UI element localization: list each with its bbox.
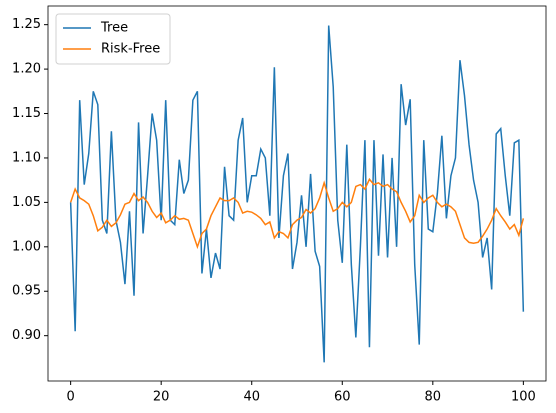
y-tick-label: 1.00 — [12, 239, 41, 254]
x-tick-label: 100 — [511, 390, 536, 405]
line-series — [69, 177, 525, 250]
legend-box — [55, 13, 171, 65]
x-tick-label: 40 — [243, 390, 260, 405]
y-tick-label: 1.20 — [12, 62, 41, 77]
y-tick-label: 1.10 — [12, 150, 41, 165]
y-tick-label: 0.90 — [12, 328, 41, 343]
y-tick-label: 1.25 — [12, 17, 41, 32]
x-tick-label: 60 — [334, 390, 351, 405]
y-tick-label: 1.15 — [12, 106, 41, 121]
axes-frame — [47, 5, 547, 382]
x-tick-label: 0 — [66, 390, 74, 405]
y-tick-label: 0.95 — [12, 284, 41, 299]
x-tick-label: 20 — [153, 390, 170, 405]
x-tick-label: 80 — [425, 390, 442, 405]
legend-label: Tree — [100, 21, 128, 36]
y-tick-label: 1.05 — [12, 195, 41, 210]
line-series — [69, 25, 525, 363]
legend-label: Risk-Free — [101, 42, 160, 57]
